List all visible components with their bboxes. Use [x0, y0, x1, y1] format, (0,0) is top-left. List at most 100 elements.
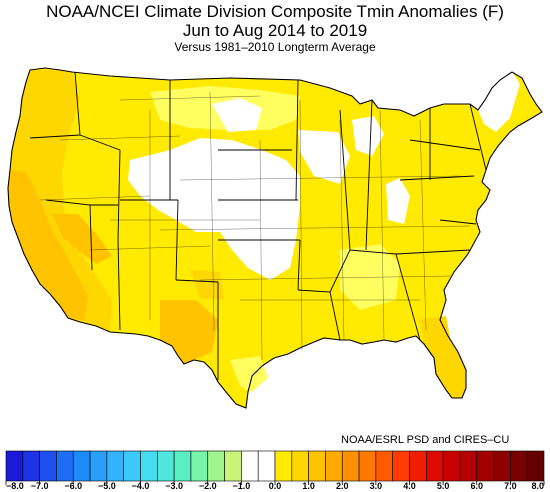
state-line — [409, 139, 481, 151]
division-line — [159, 225, 471, 231]
colorbar-label: 2.0 — [336, 481, 349, 491]
colorbar-bin — [140, 450, 158, 482]
colorbar-bin — [308, 450, 326, 482]
colorbar-bin — [22, 450, 40, 482]
anomaly-region — [40, 86, 74, 128]
colorbar-label: −8.0 — [6, 481, 24, 491]
division-line — [419, 119, 427, 331]
state-line — [469, 103, 487, 171]
anomaly-region — [478, 72, 520, 132]
colorbar-label: −5.0 — [98, 481, 116, 491]
anomaly-region — [160, 300, 218, 364]
colorbar-label: 0.0 — [269, 481, 282, 491]
colorbar-bin — [325, 450, 343, 482]
state-line — [297, 239, 301, 291]
colorbar-label: 1.0 — [302, 481, 315, 491]
anomaly-region — [8, 170, 88, 320]
state-line — [79, 134, 121, 151]
division-line — [209, 91, 215, 331]
division-line — [339, 119, 345, 341]
colorbar-bin — [392, 450, 410, 482]
state-boundaries — [29, 71, 487, 380]
anomaly-region — [386, 178, 410, 224]
state-line — [395, 249, 471, 255]
colorbar-bin — [5, 450, 24, 482]
state-line — [439, 219, 477, 225]
colorbar-label: −6.0 — [64, 481, 82, 491]
division-line — [379, 109, 385, 341]
division-line — [59, 135, 181, 141]
colorbar-bins — [5, 450, 545, 482]
state-line — [74, 71, 81, 136]
colorbar-label: −3.0 — [165, 481, 183, 491]
colorbar-label: −7.0 — [31, 481, 49, 491]
colorbar-bin — [224, 450, 242, 482]
colorbar-label: 5.0 — [437, 481, 450, 491]
division-line — [119, 95, 261, 101]
colorbar-bin — [493, 450, 511, 482]
colorbar-bin — [89, 450, 108, 482]
anomaly-region — [190, 270, 224, 300]
state-line — [295, 79, 299, 201]
colorbar-bin — [426, 450, 444, 482]
anomaly-region — [52, 214, 112, 264]
colorbar-label: −1.0 — [232, 481, 250, 491]
colorbar-bin — [274, 450, 293, 482]
anomaly-region — [230, 356, 268, 392]
colorbar-label: 7.0 — [504, 481, 517, 491]
title-line-1: NOAA/NCEI Climate Division Composite Tmi… — [46, 2, 504, 21]
anomaly-region — [420, 316, 466, 398]
division-line — [259, 139, 263, 361]
colorbar-bin — [72, 450, 91, 482]
colorbar-bin — [510, 450, 528, 482]
colorbar-ticks — [5, 481, 545, 485]
colorbar-label: −2.0 — [199, 481, 217, 491]
colorbar-bin — [173, 450, 192, 482]
state-line — [117, 149, 121, 241]
colorbar-bin — [476, 450, 494, 482]
state-line — [365, 99, 373, 251]
colorbar-label: 8.0 — [531, 481, 544, 491]
state-line — [117, 239, 121, 331]
state-line — [175, 279, 219, 283]
colorbar-bin — [39, 450, 57, 482]
anomaly-region — [298, 130, 350, 184]
title-line-3: Versus 1981–2010 Longterm Average — [174, 40, 376, 54]
state-line — [339, 109, 351, 251]
anomaly-region — [352, 116, 384, 156]
colorbar-label: 6.0 — [470, 481, 483, 491]
anomaly-region — [212, 98, 262, 132]
state-line — [29, 134, 81, 139]
division-line — [179, 175, 461, 181]
colorbar-bin — [106, 450, 124, 482]
state-line — [395, 253, 421, 341]
colorbar-label: 3.0 — [370, 481, 383, 491]
anomaly-region — [128, 138, 300, 280]
colorbar-bin — [375, 450, 393, 482]
anomaly-regions — [8, 68, 542, 408]
state-line — [399, 175, 475, 181]
anomaly-region — [340, 244, 400, 310]
colorbar-bin — [56, 450, 74, 482]
colorbar-bin — [358, 450, 377, 482]
colorbar-bin — [442, 450, 461, 482]
colorbar-bin — [526, 450, 545, 482]
division-line — [199, 275, 451, 281]
colorbar-bin — [409, 450, 427, 482]
title-line-2: Jun to Aug 2014 to 2019 — [182, 21, 368, 40]
division-line — [299, 99, 303, 351]
colorbar-label: 4.0 — [403, 481, 416, 491]
state-line — [175, 199, 179, 281]
credit-text: NOAA/ESRL PSD and CIRES–CU — [341, 434, 510, 446]
colorbar-bin — [341, 450, 360, 482]
colorbar-bin — [291, 450, 309, 482]
colorbar-bin — [157, 450, 175, 482]
colorbar-bin — [257, 450, 276, 482]
colorbar-labels: −8.0 −7.0 −6.0 −5.0 −4.0 −3.0 −2.0 −1.0 0.0 1.0 2.… — [6, 481, 544, 491]
colorbar-bin — [123, 450, 141, 482]
colorbar-label: −4.0 — [132, 481, 150, 491]
state-line — [329, 249, 351, 293]
division-line — [39, 195, 151, 201]
